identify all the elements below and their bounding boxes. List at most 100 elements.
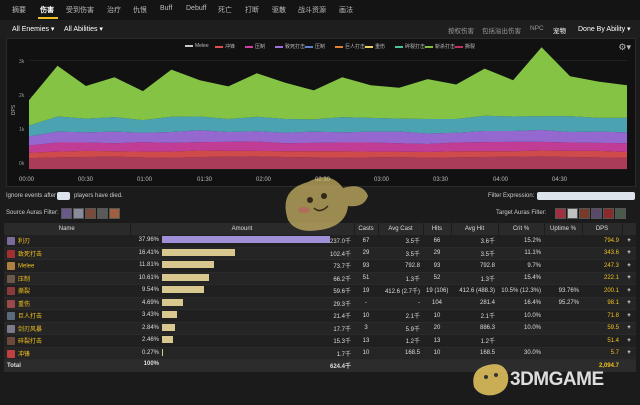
aura-filter-icon[interactable]	[85, 208, 96, 219]
expand-plus-icon[interactable]: +	[627, 312, 631, 319]
aura-filter-icon[interactable]	[579, 208, 590, 219]
tab-resources[interactable]: 战斗资源	[298, 7, 326, 14]
tab-casts[interactable]: 画法	[339, 7, 353, 14]
ability-name[interactable]: 巨人打击	[18, 314, 43, 321]
ability-name-cell[interactable]: Melee	[4, 259, 130, 272]
aura-filter-icon[interactable]	[555, 208, 566, 219]
toggle-pets[interactable]: 宠物	[553, 28, 566, 35]
ability-name-cell[interactable]: 重伤	[4, 296, 130, 310]
ability-name-cell[interactable]: 剑刃风暴	[4, 321, 130, 335]
aura-filter-icon[interactable]	[73, 208, 84, 219]
ability-name-cell[interactable]: 碎裂打击	[4, 334, 130, 347]
aura-filter-icon[interactable]	[591, 208, 602, 219]
tab-damage-taken[interactable]: 受到伤害	[66, 7, 94, 14]
legend-entry[interactable]: 压制	[245, 43, 265, 50]
aura-filter-icon[interactable]	[109, 208, 120, 219]
tab-interrupts[interactable]: 打断	[245, 7, 259, 14]
toggle-weighted-damage[interactable]: 按权伤害	[448, 28, 474, 35]
col-header-name[interactable]: Name	[4, 223, 131, 235]
col-header-dps[interactable]: DPS	[582, 223, 623, 235]
legend-entry[interactable]: 碎裂打击	[395, 43, 425, 50]
enemies-dropdown[interactable]: All Enemies ▾	[12, 25, 54, 33]
tab-threat[interactable]: 仇恨	[133, 7, 147, 14]
table-row[interactable]: 巨人打击 3.43% 21.4千 10 2.1千 10 2.1千 10.0% 71.8 +	[4, 309, 636, 322]
ability-name[interactable]: Melee	[18, 263, 35, 270]
tab-buffs[interactable]: Buff	[160, 5, 173, 12]
expand-plus-icon[interactable]: +	[627, 262, 631, 269]
avg-hit-cell: 412.6 (488.3)	[451, 284, 498, 297]
grouping-dropdown-label: Done By Ability	[578, 26, 626, 33]
ability-name[interactable]: 冲锋	[18, 351, 31, 358]
dps-chart[interactable]: Melee 冲锋 压制 致死打击 压制 巨人打击 重伤 碎裂打击 斩杀打击 撕裂 ⚙▾ DPS 0…	[6, 38, 636, 187]
ability-name-cell[interactable]: 冲锋	[4, 346, 130, 360]
ability-name-cell[interactable]: 利刃	[4, 234, 130, 247]
aura-filter-icon[interactable]	[567, 208, 578, 219]
gear-icon[interactable]: ⚙▾	[618, 42, 631, 52]
col-header-crit[interactable]: Crit %	[498, 223, 545, 235]
legend-entry[interactable]: 冲锋	[215, 43, 235, 50]
legend-entry[interactable]: 压制	[305, 43, 325, 50]
legend-entry[interactable]: 撕裂	[455, 43, 475, 50]
tab-dispels[interactable]: 驱散	[272, 7, 286, 14]
table-row[interactable]: Melee 11.81% 73.7千 93 792.8 93 792.8 9.7% 247.3 +	[4, 259, 636, 272]
col-header-amount[interactable]: Amount	[130, 223, 355, 235]
tab-healing[interactable]: 治疗	[107, 7, 121, 14]
expand-plus-icon[interactable]: +	[627, 300, 631, 307]
expand-plus-icon[interactable]: +	[627, 325, 631, 332]
ability-name-cell[interactable]: 撕裂	[4, 284, 130, 297]
ability-name[interactable]: 压制	[18, 276, 31, 283]
grouping-dropdown[interactable]: Done By Ability ▾	[578, 25, 631, 33]
abilities-dropdown[interactable]: All Abilities ▾	[64, 25, 103, 33]
expand-plus-icon[interactable]: +	[627, 250, 631, 257]
ability-name-cell[interactable]: 压制	[4, 271, 130, 285]
avg-hit-cell: 3.6千	[451, 234, 498, 247]
legend-entry[interactable]: 斩杀打击	[425, 43, 455, 50]
expand-plus-icon[interactable]: +	[627, 287, 631, 294]
ability-name[interactable]: 重伤	[18, 301, 31, 308]
filter-expression-input[interactable]	[537, 192, 635, 200]
toggle-npc[interactable]: NPC	[530, 25, 544, 32]
chevron-down-icon: ▾	[50, 26, 55, 33]
ability-name-cell[interactable]: 巨人打击	[4, 309, 130, 322]
ability-name[interactable]: 剑刃风暴	[18, 326, 43, 333]
ability-name[interactable]: 撕裂	[18, 289, 31, 296]
col-header-hits[interactable]: Hits	[423, 223, 452, 235]
table-row[interactable]: 压制 10.61% 66.2千 51 1.3千 52 1.3千 15.4% 222.1 +	[4, 271, 636, 285]
chevron-down-icon: ▾	[99, 26, 103, 33]
legend-entry[interactable]: 巨人打击	[335, 43, 365, 50]
tab-summary[interactable]: 摘要	[12, 7, 26, 14]
expand-plus-icon[interactable]: +	[627, 337, 631, 344]
col-header-casts[interactable]: Casts	[354, 223, 379, 235]
ability-name[interactable]: 致死打击	[18, 251, 43, 258]
table-row[interactable]: 重伤 4.69% 29.3千 - -104 281.4 16.4% 95.27% 98.1 +	[4, 296, 636, 310]
table-row[interactable]: 致死打击 16.41% 102.4千 29 3.5千 29 3.5千 11.1% 343.6 +	[4, 246, 636, 260]
tab-debuffs[interactable]: Debuff	[186, 5, 207, 12]
expand-plus-icon[interactable]: +	[627, 237, 631, 244]
table-row[interactable]: 剑刃风暴 2.84% 17.7千 3 5.9千 20 886.3 10.0% 59.5 +	[4, 321, 636, 335]
table-row[interactable]: 撕裂 9.54% 59.6千 19 412.6 (2.7千) 19 (106) 412.6 …	[4, 284, 636, 297]
aura-filter-icon[interactable]	[61, 208, 72, 219]
legend-swatch	[185, 44, 193, 47]
ability-name[interactable]: 碎裂打击	[18, 339, 43, 346]
col-header-avg-hit[interactable]: Avg Hit	[451, 223, 499, 235]
expand-plus-icon[interactable]: +	[627, 275, 631, 282]
expand-plus-icon[interactable]: +	[627, 350, 631, 357]
aura-filter-icon[interactable]	[615, 208, 626, 219]
ignore-deaths-input[interactable]	[57, 192, 70, 200]
col-header-uptime[interactable]: Uptime %	[544, 223, 583, 235]
toggle-overkill[interactable]: 包括溢出伤害	[482, 28, 521, 35]
aura-filter-icon[interactable]	[97, 208, 108, 219]
ability-name-cell[interactable]: 致死打击	[4, 246, 130, 260]
tab-damage-done[interactable]: 伤害	[40, 7, 54, 14]
aura-filter-icon[interactable]	[603, 208, 614, 219]
legend-entry[interactable]: 重伤	[365, 43, 385, 50]
legend-entry[interactable]: Melee	[185, 43, 209, 49]
ability-name[interactable]: 利刃	[18, 239, 31, 246]
table-row[interactable]: 碎裂打击 2.46% 15.3千 13 1.2千 13 1.2千 51.4 +	[4, 334, 636, 347]
legend-entry[interactable]: 致死打击	[275, 43, 305, 50]
tab-deaths[interactable]: 死亡	[218, 7, 232, 14]
amount-cell: 9.54% 59.6千	[130, 284, 354, 297]
col-header-avg-cast[interactable]: Avg Cast	[378, 223, 424, 235]
table-row[interactable]: 利刃 37.96% 237.0千 67 3.5千 66 3.6千 15.2% 794.9 +	[4, 234, 636, 247]
table-row[interactable]: 冲锋 0.27% 1.7千 10 168.5 10 168.5 30.0% 5.7 +	[4, 346, 636, 360]
